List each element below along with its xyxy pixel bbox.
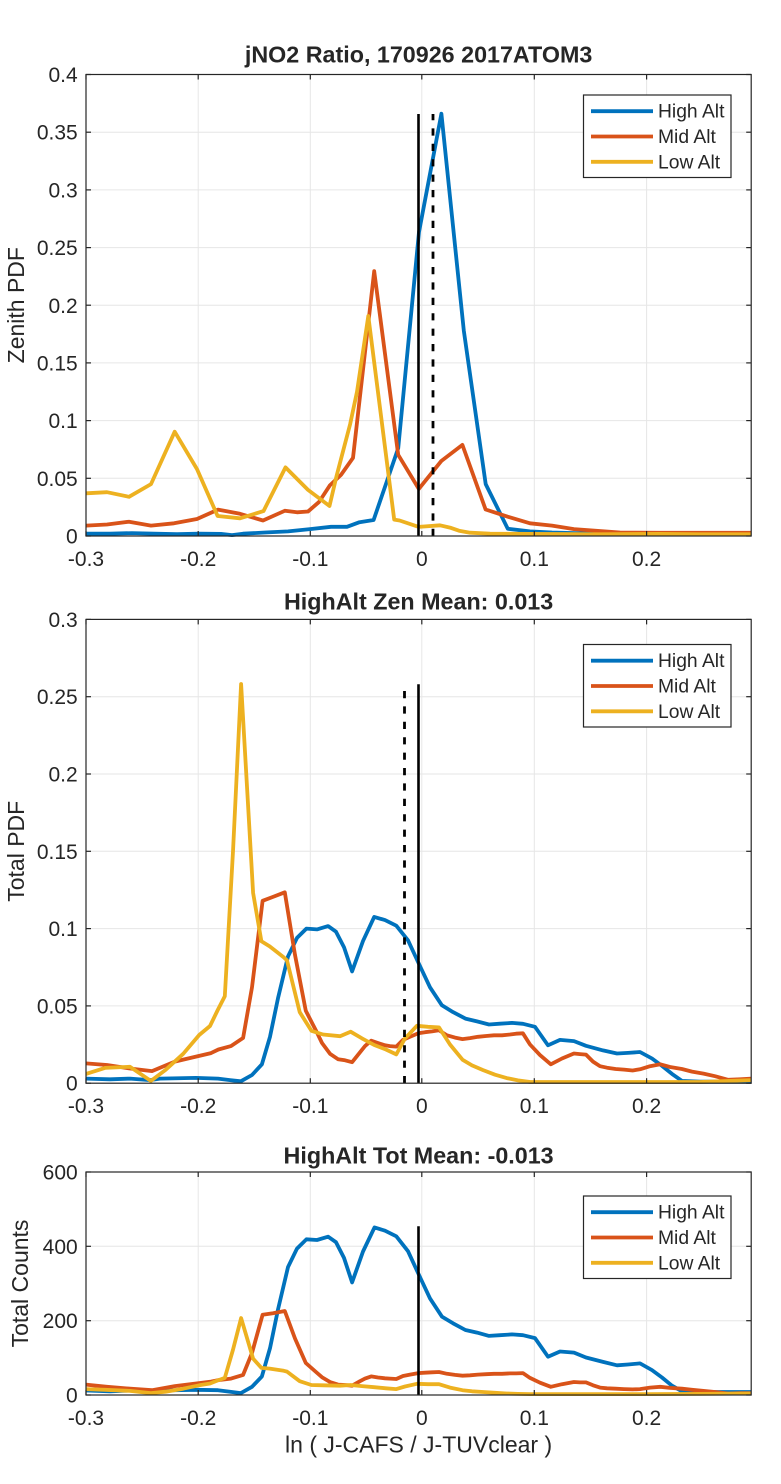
svg-text:0.1: 0.1: [520, 1095, 549, 1118]
svg-text:Mid Alt: Mid Alt: [658, 677, 717, 698]
svg-text:0.1: 0.1: [48, 410, 77, 433]
svg-text:600: 600: [43, 1162, 78, 1185]
svg-text:0.15: 0.15: [37, 352, 78, 375]
svg-text:0.25: 0.25: [37, 686, 78, 709]
svg-text:0: 0: [66, 1385, 78, 1408]
svg-text:0.2: 0.2: [632, 548, 661, 571]
svg-text:-0.1: -0.1: [292, 548, 328, 571]
svg-text:0: 0: [416, 1407, 428, 1430]
svg-text:0.1: 0.1: [520, 1407, 549, 1430]
svg-text:0: 0: [416, 1095, 428, 1118]
svg-text:Mid Alt: Mid Alt: [658, 127, 717, 148]
svg-text:High Alt: High Alt: [658, 102, 725, 123]
svg-text:0.15: 0.15: [37, 841, 78, 864]
svg-text:0: 0: [416, 548, 428, 571]
svg-text:0.3: 0.3: [48, 179, 77, 202]
svg-text:High Alt: High Alt: [658, 1203, 725, 1224]
svg-text:-0.2: -0.2: [180, 1095, 216, 1118]
svg-text:0: 0: [66, 1073, 78, 1096]
svg-text:jNO2 Ratio, 170926 2017ATOM3: jNO2 Ratio, 170926 2017ATOM3: [244, 42, 593, 68]
svg-text:-0.2: -0.2: [180, 1407, 216, 1430]
svg-text:Zenith PDF: Zenith PDF: [3, 247, 29, 363]
svg-text:Mid Alt: Mid Alt: [658, 1228, 717, 1249]
svg-text:ln ( J-CAFS / J-TUVclear ): ln ( J-CAFS / J-TUVclear ): [285, 1432, 552, 1458]
svg-text:-0.3: -0.3: [68, 1407, 104, 1430]
svg-text:-0.3: -0.3: [68, 548, 104, 571]
svg-text:400: 400: [43, 1236, 78, 1259]
svg-text:0.2: 0.2: [48, 295, 77, 318]
svg-text:Low Alt: Low Alt: [658, 152, 721, 173]
svg-text:-0.1: -0.1: [292, 1095, 328, 1118]
svg-text:0.25: 0.25: [37, 237, 78, 260]
svg-text:HighAlt Zen Mean: 0.013: HighAlt Zen Mean: 0.013: [284, 589, 553, 615]
svg-text:Low Alt: Low Alt: [658, 1253, 721, 1274]
svg-text:0.2: 0.2: [48, 764, 77, 787]
svg-text:HighAlt Tot Mean: -0.013: HighAlt Tot Mean: -0.013: [284, 1143, 554, 1169]
svg-text:0.2: 0.2: [632, 1407, 661, 1430]
svg-text:200: 200: [43, 1310, 78, 1333]
svg-text:0.3: 0.3: [48, 609, 77, 632]
svg-text:0: 0: [66, 526, 78, 549]
svg-text:0.35: 0.35: [37, 122, 78, 145]
svg-text:-0.2: -0.2: [180, 548, 216, 571]
svg-text:0.1: 0.1: [48, 918, 77, 941]
svg-text:0.2: 0.2: [632, 1095, 661, 1118]
svg-text:0.05: 0.05: [37, 995, 78, 1018]
svg-text:-0.3: -0.3: [68, 1095, 104, 1118]
svg-text:0.1: 0.1: [520, 548, 549, 571]
svg-text:Low Alt: Low Alt: [658, 702, 721, 723]
svg-text:0.05: 0.05: [37, 468, 78, 491]
svg-text:High Alt: High Alt: [658, 651, 725, 672]
svg-text:0.4: 0.4: [48, 64, 78, 87]
svg-text:-0.1: -0.1: [292, 1407, 328, 1430]
svg-text:Total Counts: Total Counts: [7, 1220, 33, 1348]
svg-text:Total PDF: Total PDF: [3, 801, 29, 902]
